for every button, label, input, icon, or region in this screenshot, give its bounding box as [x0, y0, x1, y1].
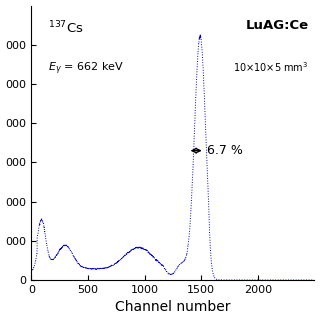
Text: 6.7 %: 6.7 % [207, 144, 243, 157]
X-axis label: Channel number: Channel number [115, 300, 231, 315]
Text: $^{137}$Cs: $^{137}$Cs [48, 19, 84, 36]
Text: LuAG:Ce: LuAG:Ce [246, 19, 309, 32]
Text: $E_\gamma$ = 662 keV: $E_\gamma$ = 662 keV [48, 60, 124, 77]
Text: 10$\times$10$\times$5 mm$^3$: 10$\times$10$\times$5 mm$^3$ [234, 60, 309, 74]
